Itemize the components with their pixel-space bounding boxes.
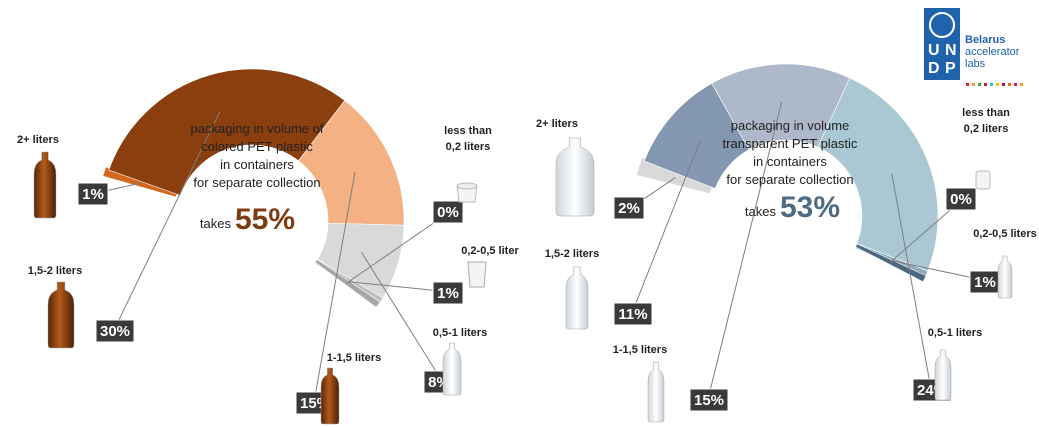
value-label: 1% — [974, 274, 996, 291]
takes-label: takes — [745, 204, 777, 219]
logo-dot — [996, 83, 999, 86]
headline-line: transparent PET plastic — [723, 136, 858, 151]
logo-dot — [984, 83, 987, 86]
category-label: 0,5-1 liters — [928, 327, 982, 339]
leader-line — [113, 111, 221, 331]
headline-line: packaging in volume of — [191, 121, 324, 136]
headline-line: colored PET plastic — [201, 139, 313, 154]
logo-dot — [990, 83, 993, 86]
headline-line: in containers — [753, 154, 827, 169]
brown-bottle-icon — [47, 281, 75, 349]
logo-line2: accelerator — [965, 46, 1020, 58]
clear-bottle-icon — [565, 266, 589, 330]
logo-dot — [1002, 83, 1005, 86]
category-label: 0,2-0,5 liters — [973, 228, 1037, 240]
un-emblem-icon — [929, 12, 955, 38]
brown-bottle-icon — [33, 151, 57, 219]
logo-dot — [972, 83, 975, 86]
value-label-box — [613, 302, 653, 326]
pie-slice — [855, 243, 927, 283]
value-label: 1% — [437, 285, 459, 302]
total-share: 55% — [235, 203, 295, 236]
clear-bottle-icon — [647, 361, 665, 423]
logo-line3: labs — [965, 58, 986, 70]
pie-slice — [817, 77, 939, 272]
headline-line: for separate collection — [193, 175, 320, 190]
cup-icon — [467, 261, 487, 288]
logo-dot — [1008, 83, 1011, 86]
category-label: 1-1,5 liters — [613, 344, 667, 356]
category-label: 1,5-2 liters — [28, 265, 82, 277]
bottle-icons — [33, 137, 1013, 425]
clear-bottle-icon — [555, 137, 595, 217]
category-label: 0,2 liters — [446, 141, 491, 153]
small-bottle-icon — [975, 170, 991, 190]
value-label: 11% — [618, 306, 647, 323]
headline-line: in containers — [220, 157, 294, 172]
value-label: 1% — [82, 186, 104, 203]
leader-line — [361, 252, 443, 382]
logo-letter: N — [945, 42, 957, 59]
value-label-box — [689, 388, 729, 412]
category-label: less than — [444, 125, 492, 137]
category-label: 0,2-0,5 liter — [461, 245, 519, 257]
value-label: 30% — [100, 323, 130, 340]
leader-line — [891, 173, 932, 390]
category-label: 2+ liters — [536, 118, 578, 130]
value-label: 0% — [437, 204, 459, 221]
logo-letter: P — [945, 60, 956, 77]
logo-dot — [1014, 83, 1017, 86]
value-label-box — [432, 281, 464, 305]
pie-slice — [314, 259, 381, 308]
logo-letter: U — [928, 42, 940, 59]
category-label: 2+ liters — [17, 134, 59, 146]
clear-bottle-icon — [997, 255, 1013, 299]
logo-org: Belarus — [965, 34, 1006, 46]
value-label: 15% — [694, 392, 724, 409]
leader-line — [313, 172, 356, 403]
clear-bottle-icon — [934, 349, 952, 401]
value-label: 2% — [618, 200, 640, 217]
headline-line: packaging in volume — [731, 118, 850, 133]
value-label-box — [432, 200, 464, 224]
category-label: 1,5-2 liters — [545, 248, 599, 260]
headline-line: for separate collection — [726, 172, 853, 187]
undp-logo: U N D P — [924, 8, 960, 80]
total-share: 53% — [780, 191, 840, 224]
leader-line — [707, 101, 783, 400]
category-label: 0,2 liters — [964, 123, 1009, 135]
value-label-box — [613, 196, 645, 220]
value-label-box — [77, 182, 109, 206]
value-label: 0% — [950, 191, 972, 208]
category-label: 0,5-1 liters — [433, 327, 487, 339]
logo-dot — [966, 83, 969, 86]
category-label: 1-1,5 liters — [327, 352, 381, 364]
takes-label: takes — [200, 216, 232, 231]
clear-bottle-icon — [442, 342, 462, 396]
category-label: less than — [962, 107, 1010, 119]
pie-slice — [108, 68, 346, 196]
logo-dots — [966, 73, 1026, 91]
value-label-box — [95, 319, 135, 343]
value-label-box — [945, 187, 977, 211]
logo-letter: D — [928, 60, 940, 77]
cup-rim-icon — [456, 182, 478, 190]
logo-dot — [1020, 83, 1023, 86]
leader-line — [631, 141, 701, 314]
accelerator-labs-text: Belarus accelerator labs — [965, 34, 1019, 70]
logo-dot — [978, 83, 981, 86]
brown-bottle-icon — [320, 367, 340, 425]
